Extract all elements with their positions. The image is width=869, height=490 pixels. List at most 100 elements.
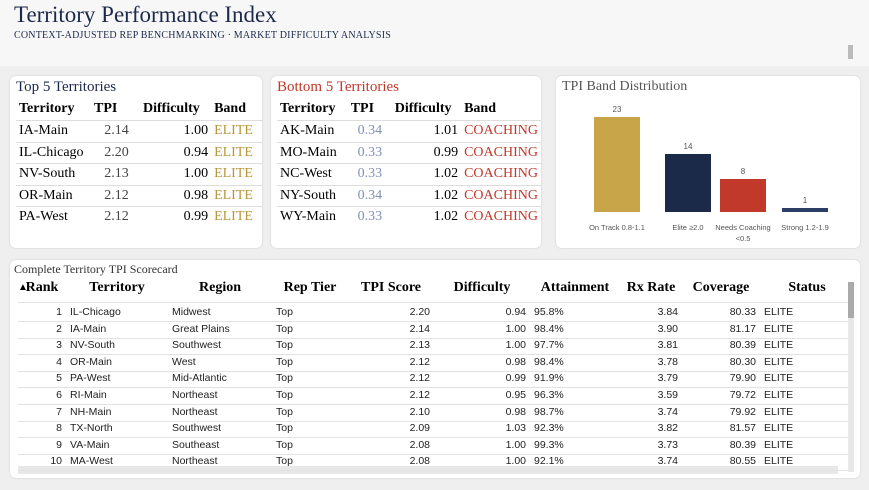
table-cell: ELITE — [211, 184, 262, 207]
table-cell: 0.34 — [347, 120, 386, 142]
table-cell: 2.10 — [409, 405, 430, 418]
bar — [782, 207, 828, 212]
column-header: Territory — [89, 280, 145, 295]
table-cell: Top — [276, 422, 293, 435]
table-cell: ELITE — [211, 120, 262, 142]
table-cell: 0.98 — [131, 184, 212, 207]
header: Territory Performance Index CONTEXT-ADJU… — [0, 0, 869, 66]
scorecard-card: Complete Territory TPI Scorecard ▲ Rank T… — [10, 260, 860, 478]
data-label: 14 — [683, 142, 693, 152]
table-cell: Top — [276, 455, 293, 468]
header-row: Territory TPI Difficulty Band — [16, 98, 262, 121]
table-cell: 0.33 — [347, 141, 386, 164]
table-cell: 4 — [56, 355, 62, 368]
card-title: Bottom 5 Territories — [277, 79, 399, 95]
table-cell: 8 — [56, 422, 62, 435]
table-cell: 92.3% — [534, 422, 564, 435]
column-header: TPI — [93, 101, 118, 116]
table-cell: 79.72 — [729, 389, 756, 401]
table-cell: 2.12 — [409, 372, 430, 385]
table-cell: 80.55 — [729, 455, 756, 468]
table-cell: IA-Main — [70, 322, 107, 335]
table-row: IL-Chicago 2.20 0.94 ELITE — [16, 141, 262, 164]
table-cell: 80.33 — [729, 306, 756, 318]
table-cell: 2.13 — [409, 339, 430, 352]
column-header: Difficulty — [394, 101, 452, 116]
table-cell: 2.20 — [90, 141, 132, 164]
table-cell: 0.94 — [505, 306, 526, 318]
table-cell: Southwest — [172, 422, 222, 435]
table-cell: 80.39 — [729, 339, 756, 352]
table-cell: MA-West — [70, 455, 113, 468]
table-cell: OR-Main — [70, 355, 113, 368]
table-cell: COACHING — [461, 163, 541, 185]
table-cell: 2.08 — [409, 455, 430, 468]
table-cell: 2.12 — [90, 206, 132, 228]
table-cell: 2.12 — [409, 389, 430, 401]
table-cell: 3.73 — [657, 438, 678, 451]
data-label: 23 — [612, 105, 622, 114]
table-cell: PA-West — [16, 206, 91, 228]
header-divider — [18, 302, 848, 303]
table-cell: 0.99 — [505, 372, 526, 385]
scroll-thumb — [848, 282, 854, 318]
table-cell: ELITE — [764, 306, 794, 318]
table-cell: Northeast — [172, 389, 218, 401]
table-cell: Great Plains — [172, 322, 230, 335]
column-header: Difficulty — [143, 101, 200, 116]
page-subtitle: CONTEXT-ADJUSTED REP BENCHMARKING · MARK… — [14, 30, 391, 41]
table-cell: 80.39 — [729, 438, 756, 451]
scorecard-title: Complete Territory TPI Scorecard — [14, 262, 178, 276]
table-cell: 1.02 — [385, 184, 462, 207]
bar — [665, 154, 711, 212]
table-cell: 0.33 — [347, 206, 386, 228]
row-divider — [18, 321, 848, 322]
table-cell: Top — [276, 372, 293, 385]
table-cell: 3.90 — [657, 322, 678, 335]
table-cell: 3.82 — [657, 422, 678, 435]
bottom-card: Bottom 5 Territories Territory TPI Difficu… — [271, 76, 541, 248]
table-cell: 0.99 — [385, 141, 462, 164]
table-cell: 1.02 — [385, 206, 462, 228]
table-row: NY-South 0.34 1.02 COACHING — [277, 184, 541, 207]
row-divider — [18, 453, 848, 455]
table-cell: 1.00 — [505, 339, 526, 352]
table-cell: NH-Main — [70, 405, 112, 418]
column-header: Rank — [25, 280, 59, 295]
table-cell: COACHING — [461, 141, 541, 164]
table-row: PA-West 2.12 0.99 ELITE — [16, 206, 262, 228]
table-cell: 97.7% — [534, 339, 564, 352]
table-cell: 1.00 — [505, 438, 526, 451]
table-row: AK-Main 0.34 1.01 COACHING — [277, 120, 541, 142]
table-cell: 7 — [56, 405, 62, 418]
scroll-indicator — [848, 45, 853, 59]
table-row: WY-Main 0.33 1.02 COACHING — [277, 206, 541, 228]
table-cell: 2.13 — [90, 163, 132, 185]
table-cell: Northeast — [172, 405, 218, 418]
top-table: Territory TPI Difficulty Band IA-Main 2.14 1.0… — [16, 98, 262, 228]
table-cell: 1.02 — [385, 163, 462, 185]
table-cell: RI-Main — [70, 389, 107, 401]
x-tick-label: Needs Coaching <0.5 — [715, 223, 771, 243]
bottom-table: Territory TPI Difficulty Band AK-Main 0.34 1.0… — [277, 98, 541, 228]
table-cell: 79.92 — [729, 405, 756, 418]
table-cell: NY-South — [277, 184, 348, 207]
table-cell: 96.3% — [534, 389, 564, 401]
row-divider — [18, 387, 848, 389]
table-cell: ELITE — [211, 206, 262, 228]
table-cell: ELITE — [764, 405, 794, 418]
table-cell: 81.57 — [729, 422, 756, 435]
row-divider — [18, 420, 848, 422]
table-cell: 2.09 — [409, 422, 430, 435]
table-cell: 3.74 — [657, 405, 678, 418]
row-divider — [18, 437, 848, 439]
table-cell: 3.81 — [657, 339, 678, 352]
table-row: NC-West 0.33 1.02 COACHING — [277, 163, 541, 185]
chart-card: TPI Band Distribution 23 On Track 0.8-1.1… — [556, 76, 860, 248]
table-cell: Top — [276, 322, 293, 335]
table-cell: 81.17 — [729, 322, 756, 335]
x-tick-label: On Track 0.8-1.1 — [589, 223, 645, 232]
column-header: TPI Score — [360, 280, 421, 295]
table-cell: 1.01 — [385, 120, 462, 142]
